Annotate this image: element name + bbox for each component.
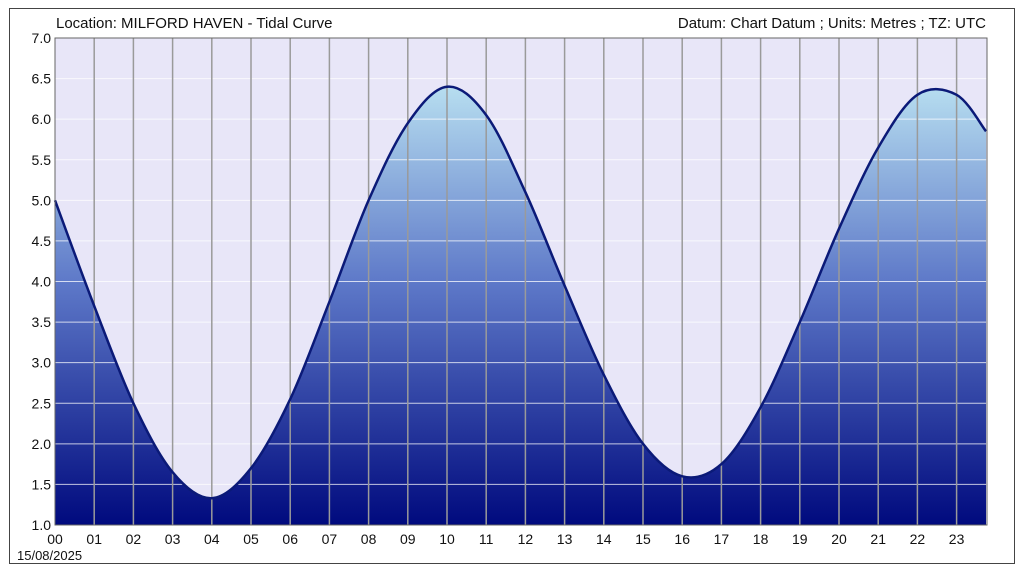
x-tick-label: 23 bbox=[949, 531, 965, 547]
x-tick-label: 20 bbox=[831, 531, 847, 547]
y-tick-label: 5.0 bbox=[32, 192, 52, 208]
y-tick-label: 6.5 bbox=[32, 71, 52, 87]
date-label: 15/08/2025 bbox=[17, 548, 82, 563]
x-tick-label: 18 bbox=[753, 531, 769, 547]
y-tick-label: 6.0 bbox=[32, 111, 52, 127]
x-tick-label: 16 bbox=[674, 531, 690, 547]
x-tick-label: 11 bbox=[479, 531, 494, 547]
x-tick-label: 10 bbox=[439, 531, 455, 547]
plot-border bbox=[54, 37, 988, 526]
chart-title: Location: MILFORD HAVEN - Tidal Curve bbox=[56, 15, 332, 32]
y-tick-label: 2.5 bbox=[32, 395, 52, 411]
y-tick-label: 4.5 bbox=[32, 233, 52, 249]
x-tick-label: 00 bbox=[47, 531, 63, 547]
y-tick-label: 3.0 bbox=[32, 355, 52, 371]
tide-area bbox=[55, 86, 986, 526]
x-tick-label: 19 bbox=[792, 531, 808, 547]
x-tick-label: 08 bbox=[361, 531, 377, 547]
x-tick-label: 17 bbox=[714, 531, 730, 547]
y-tick-label: 3.5 bbox=[32, 314, 52, 330]
y-tick-label: 7.0 bbox=[32, 30, 52, 46]
x-tick-label: 22 bbox=[910, 531, 926, 547]
x-tick-label: 06 bbox=[282, 531, 298, 547]
x-tick-label: 13 bbox=[557, 531, 573, 547]
x-tick-label: 04 bbox=[204, 531, 220, 547]
x-tick-label: 02 bbox=[126, 531, 142, 547]
y-tick-label: 1.0 bbox=[32, 517, 52, 533]
y-tick-label: 1.5 bbox=[32, 476, 52, 492]
x-tick-label: 12 bbox=[518, 531, 534, 547]
x-tick-label: 07 bbox=[322, 531, 338, 547]
y-tick-label: 4.0 bbox=[32, 274, 52, 290]
x-tick-label: 21 bbox=[870, 531, 886, 547]
x-tick-label: 01 bbox=[86, 531, 102, 547]
datum-info: Datum: Chart Datum ; Units: Metres ; TZ:… bbox=[678, 15, 986, 32]
x-tick-label: 05 bbox=[243, 531, 259, 547]
x-tick-label: 09 bbox=[400, 531, 416, 547]
x-tick-label: 15 bbox=[635, 531, 651, 547]
x-tick-label: 03 bbox=[165, 531, 181, 547]
tide-curve bbox=[53, 85, 987, 500]
x-tick-label: 14 bbox=[596, 531, 612, 547]
y-tick-label: 2.0 bbox=[32, 436, 52, 452]
y-tick-label: 5.5 bbox=[32, 152, 52, 168]
